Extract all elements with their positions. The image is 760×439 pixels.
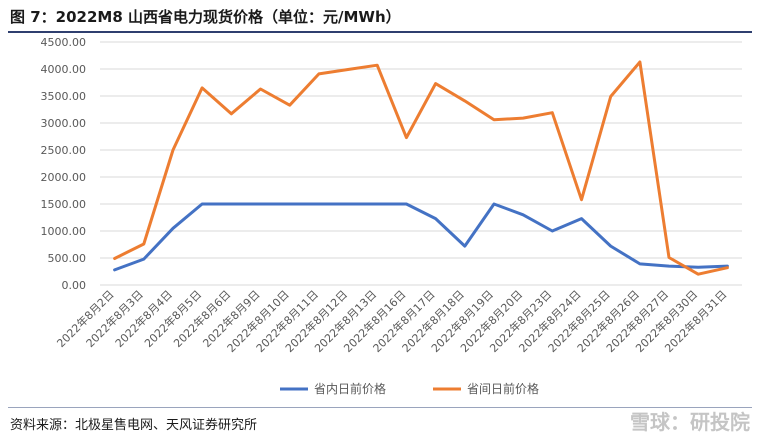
y-tick-label: 0.00 [62, 279, 87, 292]
watermark: 雪球：研投院 [630, 410, 750, 434]
y-axis-ticks: 0.00 500.00 1000.00 1500.00 2000.00 2500.00 30… [41, 36, 87, 292]
source-note: 资料来源：北极星售电网、天风证券研究所 [10, 418, 258, 433]
series-line-1 [113, 202, 729, 272]
y-tick-label: 2000.00 [41, 171, 87, 184]
chart-title: 图 7：2022M8 山西省电力现货价格（单位：元/MWh） [10, 8, 401, 26]
y-tick-label: 3500.00 [41, 90, 87, 103]
series-line-2 [113, 60, 729, 276]
x-axis-ticks: 2022年8月2日2022年8月3日2022年8月4日2022年8月5日2022… [54, 287, 730, 355]
legend: 省内日前价格 省间日前价格 [280, 381, 539, 396]
gridlines [100, 41, 742, 286]
line-chart: 0.00 500.00 1000.00 1500.00 2000.00 2500.00 30… [41, 36, 742, 396]
y-tick-label: 500.00 [48, 252, 87, 265]
footer-divider [8, 407, 752, 408]
y-tick-label: 1000.00 [41, 225, 87, 238]
title-divider [8, 31, 752, 33]
y-tick-label: 4000.00 [41, 63, 87, 76]
y-tick-label: 2500.00 [41, 144, 87, 157]
legend-label-1: 省内日前价格 [314, 381, 386, 396]
y-tick-label: 1500.00 [41, 198, 87, 211]
series-lines [113, 60, 729, 276]
y-tick-label: 4500.00 [41, 36, 87, 49]
legend-label-2: 省间日前价格 [467, 381, 539, 396]
y-tick-label: 3000.00 [41, 117, 87, 130]
